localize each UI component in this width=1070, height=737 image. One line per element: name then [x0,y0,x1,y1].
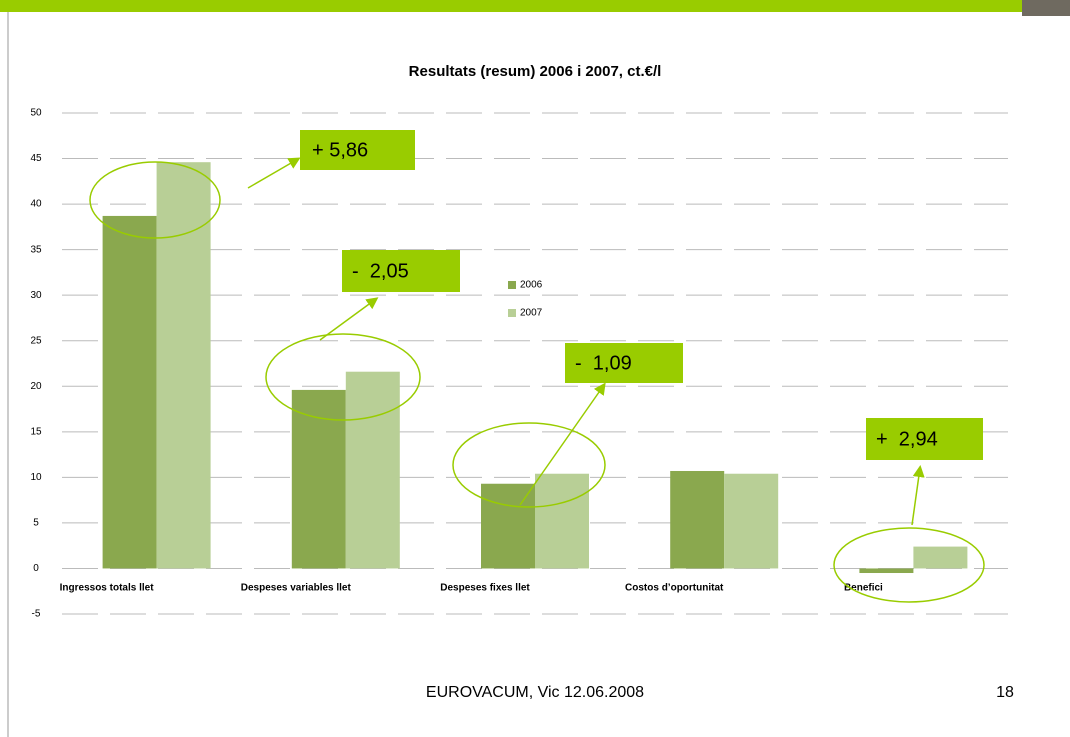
annotation-box [565,343,683,383]
arrow [247,157,301,189]
y-tick-label: 10 [30,472,42,483]
annotation-box [342,250,460,292]
bar [156,162,211,569]
highlight-ellipse [833,527,985,603]
annotation: + 5,86 [312,139,368,161]
y-tick-label: 20 [30,381,42,392]
x-tick-label: Despeses variables llet [241,583,352,594]
x-tick-label: Ingressos totals llet [60,583,155,594]
highlight-ellipse [265,333,421,421]
y-tick-label: 50 [30,108,42,119]
y-tick-label: 45 [30,153,42,164]
annotation: + 2,94 [876,428,938,450]
bar [535,473,589,569]
annotation: - 2,05 [352,260,409,282]
y-tick-label: -5 [32,609,41,620]
arrow [911,465,925,526]
legend-swatch [508,281,516,289]
bar [345,371,400,569]
bar [670,470,725,569]
footer: EUROVACUM, Vic 12.06.2008 [426,684,644,701]
bar [102,215,157,569]
highlight-ellipse [89,161,221,239]
bar [913,546,968,569]
bar [481,483,535,569]
x-tick-label: Despeses fixes llet [440,583,530,594]
y-tick-label: 30 [30,290,42,301]
bar [859,568,914,574]
legend-label: 2006 [520,280,543,291]
top-bar [0,0,1070,12]
y-tick-label: 15 [30,426,42,437]
bar [724,473,779,569]
annotation-box [300,130,415,170]
legend-swatch [508,309,516,317]
y-tick-label: 35 [30,244,42,255]
page-number: 18 [996,684,1014,701]
annotations: + 5,86 - 2,05 - 1,09 + 2,94 [89,130,985,603]
legend-label: 2007 [520,308,543,319]
bar [291,389,346,569]
x-tick-label: Benefici [844,583,883,594]
arrow [519,382,606,506]
arrow [319,297,379,341]
highlight-ellipse [452,422,606,508]
plot: -5 0 5 10 15 20 25 30 35 40 45 50 Ingressos totals l… [30,108,1008,620]
chart-title: Resultats (resum) 2006 i 2007, ct.€/l [409,63,662,80]
annotation: - 1,09 [575,352,632,374]
x-tick-label: Costos d’oportunitat [625,583,724,594]
y-tick-label: 40 [30,199,42,210]
y-tick-label: 0 [33,563,39,574]
corner-image [1022,0,1070,16]
y-tick-label: 5 [33,518,39,529]
annotation-box [866,418,983,460]
y-tick-label: 25 [30,335,42,346]
